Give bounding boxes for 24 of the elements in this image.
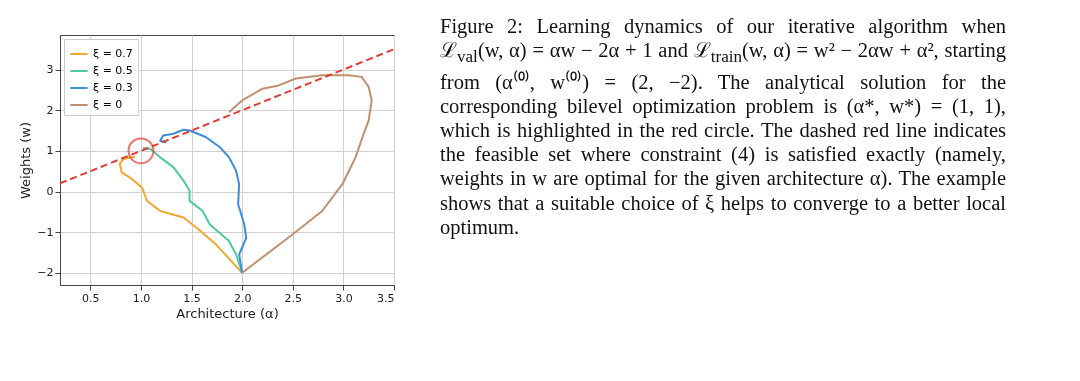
x-tick-label: 0.5 bbox=[82, 291, 100, 305]
legend-label: ξ = 0.5 bbox=[93, 64, 133, 77]
x-tick-label: 1.5 bbox=[183, 291, 201, 305]
y-tick-label: 3 bbox=[46, 63, 54, 77]
x-tick-label: 2.0 bbox=[233, 291, 252, 305]
line-series bbox=[118, 155, 244, 274]
legend-label: ξ = 0 bbox=[93, 98, 123, 111]
y-axis-title: Weights (w) bbox=[18, 122, 34, 199]
line-series bbox=[228, 74, 373, 274]
y-tick-label: 1 bbox=[46, 144, 54, 158]
text: Figure 2: Learning dynamics of our iterative algorithm when ℒ$_{val}$(w, α) = αw − 2α + 1 and ℒ$_{train}$(w, α) = w² − 2αw + α², starting from (α⁽⁰⁾, w⁽⁰⁾) = (2, −2). The analytical solution for the corresponding bilevel optimization problem is (α*, w*) = (1, 1), which is highlighted in the red circle. The dashed red line indicates the feasible set where constraint (4) is satisfied exactly (namely, weights in w are optimal for the given architecture α). The example shows that a suitable choice of ξ helps to converge to a better local optimum. bbox=[440, 15, 1006, 238]
y-tick-label: 2 bbox=[46, 103, 54, 117]
x-tick-label: 3.0 bbox=[335, 291, 353, 305]
x-tick-label: 1.0 bbox=[132, 291, 151, 305]
x-axis-title: Architecture (α) bbox=[176, 305, 279, 321]
legend-label: ξ = 0.7 bbox=[93, 47, 133, 60]
line-series bbox=[159, 128, 248, 274]
y-tick-label: −1 bbox=[37, 225, 54, 239]
x-tick-label: 2.5 bbox=[284, 291, 303, 305]
x-tick-label: 3.5 bbox=[377, 291, 395, 305]
y-tick-label: 0 bbox=[46, 185, 54, 198]
line-series bbox=[141, 147, 244, 274]
y-tick-label: −2 bbox=[37, 266, 54, 280]
legend-label: ξ = 0.3 bbox=[93, 81, 133, 94]
